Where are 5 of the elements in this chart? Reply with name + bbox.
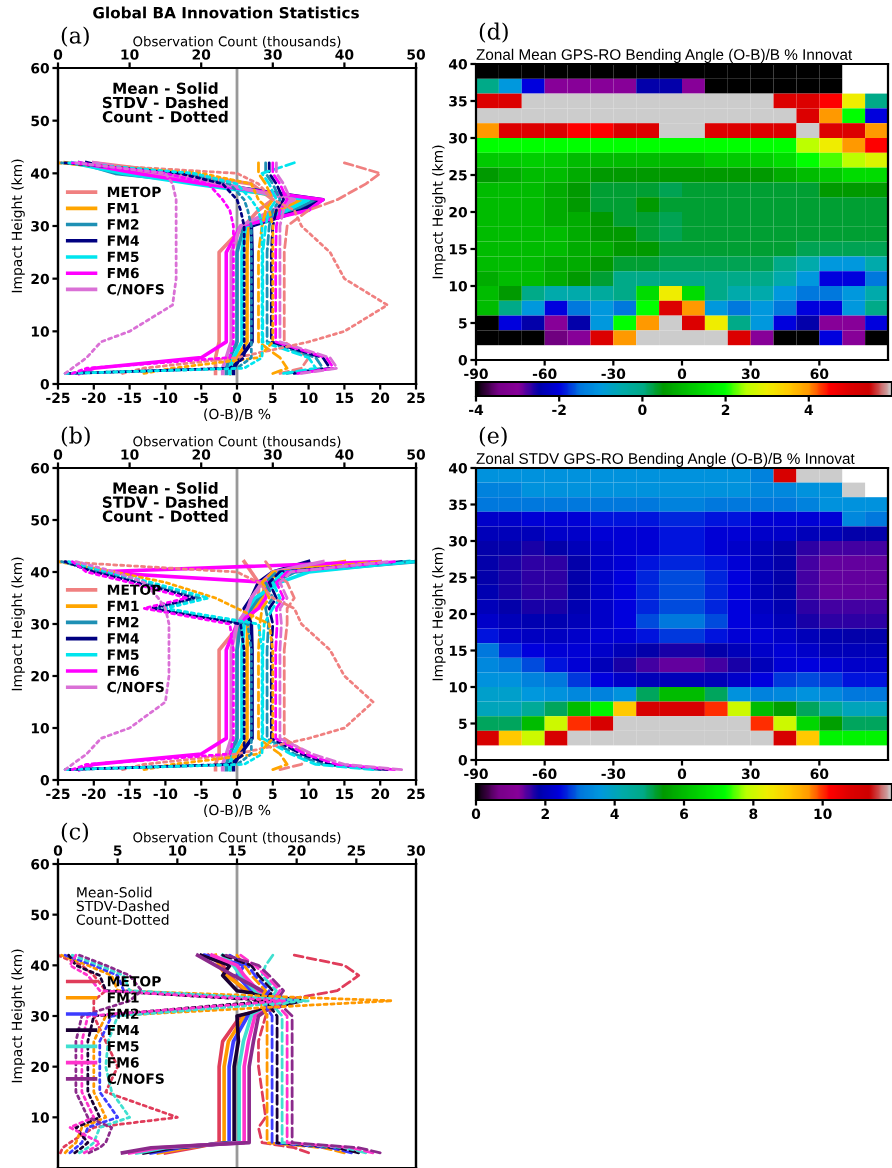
- text: (e): [479, 426, 507, 447]
- text: (b): [61, 426, 90, 447]
- text: (d): [479, 22, 508, 43]
- text: (c): [61, 822, 89, 843]
- text: (a): [61, 26, 89, 47]
